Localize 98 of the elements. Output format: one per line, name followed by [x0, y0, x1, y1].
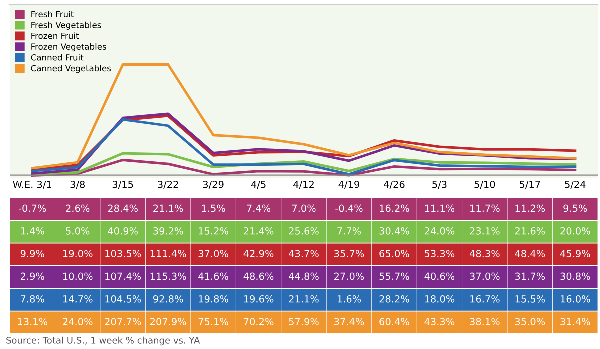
data-label: 16.2% — [380, 204, 410, 212]
legend-label: Canned Fruit — [31, 54, 84, 61]
data-label: 31.4% — [560, 318, 590, 326]
data-label: 21.1% — [289, 295, 319, 303]
data-label: 23.1% — [470, 227, 500, 235]
data-label: 16.0% — [561, 295, 590, 303]
data-label: 14.7% — [63, 295, 93, 303]
data-label: 37.4% — [334, 318, 364, 326]
data-label: 111.4% — [150, 250, 186, 258]
data-label: 21.4% — [244, 227, 274, 235]
data-label: 16.7% — [470, 295, 500, 303]
data-label: 38.1% — [470, 318, 500, 326]
data-label: 28.4% — [108, 204, 138, 212]
source-note: Source: Total U.S., 1 week % change vs. YA — [6, 336, 200, 346]
data-label: 48.6% — [244, 272, 274, 280]
data-label: 42.9% — [244, 250, 274, 258]
data-label: 44.8% — [289, 272, 319, 280]
x-tick-label: 4/5 — [251, 181, 266, 190]
data-label: 30.4% — [380, 227, 410, 235]
data-label: 207.7% — [105, 318, 142, 326]
data-label: 48.3% — [470, 250, 500, 258]
x-tick-label: 4/12 — [294, 180, 314, 190]
data-label: 19.8% — [199, 295, 228, 303]
data-label: 115.3% — [150, 272, 186, 280]
data-label: 35.0% — [515, 318, 546, 326]
data-label: 43.3% — [424, 318, 455, 326]
x-tick-label: 5/24 — [565, 180, 586, 190]
legend-label: Frozen Fruit — [32, 32, 80, 40]
data-label: 25.6% — [289, 227, 319, 235]
data-label: 60.4% — [380, 318, 410, 326]
x-tick-label: W.E. 3/1 — [13, 180, 52, 190]
data-label: 37.0% — [470, 272, 500, 280]
x-tick-label: 3/15 — [112, 180, 134, 190]
data-label: 11.7% — [470, 204, 500, 212]
x-tick-label: 5/17 — [520, 181, 540, 190]
data-label: 40.9% — [108, 227, 138, 235]
data-label: 13.1% — [18, 318, 48, 326]
data-label: 7.7% — [338, 227, 362, 235]
x-tick-label: 3/22 — [158, 180, 178, 190]
data-label: 7.0% — [292, 204, 316, 212]
data-label: 20.0% — [560, 227, 590, 235]
data-label: 30.8% — [560, 272, 590, 280]
data-label: -0.7% — [18, 204, 46, 212]
data-label: 45.9% — [560, 250, 590, 258]
data-label: 9.9% — [20, 250, 44, 258]
x-tick-label: 4/19 — [338, 180, 360, 190]
data-label: -0.4% — [336, 204, 363, 212]
data-label: 37.0% — [198, 250, 228, 258]
data-label: 107.4% — [106, 272, 142, 280]
data-label: 2.6% — [66, 204, 90, 212]
data-label: 104.5% — [106, 295, 142, 303]
data-label: 18.0% — [425, 295, 455, 303]
data-label: 207.9% — [150, 318, 186, 326]
data-label: 9.5% — [564, 204, 588, 212]
legend-label: Canned Vegetables — [31, 65, 112, 74]
legend-label: Fresh Fruit — [32, 11, 74, 18]
data-label: 19.0% — [63, 250, 93, 258]
data-label: 19.6% — [244, 295, 274, 303]
data-label: 2.9% — [20, 272, 44, 280]
data-label: 10.0% — [63, 272, 93, 280]
data-label: 28.2% — [380, 295, 410, 303]
legend-label: Fresh Vegetables — [32, 22, 102, 30]
data-label: 11.2% — [516, 204, 546, 212]
data-label: 55.7% — [380, 272, 410, 280]
data-label: 7.4% — [247, 204, 271, 212]
data-label: 39.2% — [154, 227, 184, 235]
data-label: 7.8% — [21, 295, 44, 303]
data-label: 43.7% — [289, 250, 319, 258]
data-label: 103.5% — [106, 250, 142, 258]
data-label: 31.7% — [515, 272, 546, 280]
data-label: 5.0% — [66, 227, 90, 235]
data-label: 92.8% — [153, 295, 184, 303]
x-tick-label: 5/10 — [474, 180, 496, 190]
data-label: 24.0% — [63, 318, 93, 326]
data-label: 1.6% — [338, 295, 362, 303]
x-tick-label: 3/29 — [203, 180, 224, 190]
data-label: 1.5% — [202, 204, 226, 212]
data-label: 35.7% — [334, 250, 364, 258]
data-label: 57.9% — [289, 318, 319, 326]
data-label: 65.0% — [380, 250, 410, 258]
data-label: 41.6% — [198, 272, 228, 280]
x-tick-label: 5/3 — [432, 180, 447, 190]
data-label: 48.4% — [515, 250, 546, 258]
x-tick-label: 3/8 — [70, 180, 86, 190]
data-label: 15.5% — [516, 295, 546, 303]
legend-label: Frozen Vegetables — [32, 44, 106, 52]
data-label: 15.2% — [199, 227, 228, 235]
data-label: 75.1% — [198, 318, 228, 326]
data-label: 11.1% — [425, 204, 455, 212]
data-label: 24.0% — [424, 227, 455, 235]
data-label: 70.2% — [244, 318, 274, 326]
x-tick-label: 4/26 — [384, 180, 405, 190]
data-label: 21.1% — [154, 204, 184, 212]
data-label: 40.6% — [424, 272, 455, 280]
data-label: 1.4% — [21, 227, 44, 235]
data-label: 21.6% — [515, 227, 546, 235]
data-label: 53.3% — [425, 250, 455, 258]
data-label: 27.0% — [334, 272, 364, 280]
